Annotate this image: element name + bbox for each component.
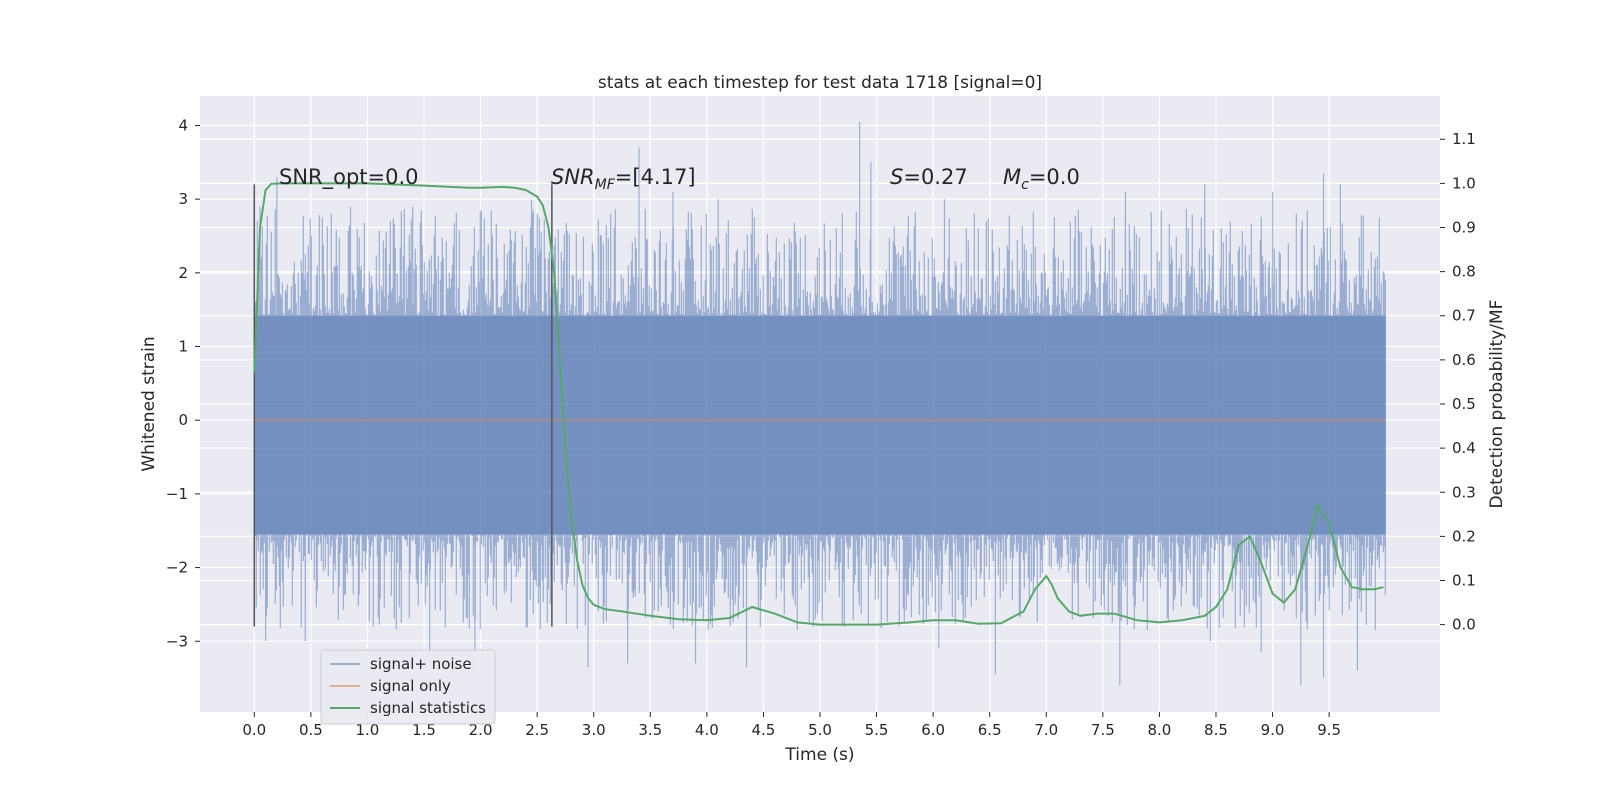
y2-tick-label: 0.1 (1452, 572, 1476, 590)
chart-title: stats at each timestep for test data 171… (598, 73, 1042, 93)
x-tick-label: 3.5 (638, 721, 662, 739)
x-tick-label: 1.5 (412, 721, 436, 739)
x-tick-label: 4.0 (695, 721, 719, 739)
y2-tick-label: 0.4 (1452, 439, 1476, 457)
x-tick-label: 4.5 (752, 721, 776, 739)
annotation-s-stat: S=0.27 (890, 165, 968, 189)
x-tick-label: 5.0 (808, 721, 832, 739)
x-tick-label: 3.0 (582, 721, 606, 739)
x-tick-label: 6.0 (921, 721, 945, 739)
tick-labels: 0.0 0.5 1.0 1.5 2.0 2.5 3.0 3.5 4.0 4.5 5.0 5.5 6.0 6… (166, 116, 1476, 739)
y-tick-label: −2 (166, 559, 188, 577)
x-tick-label: 8.5 (1204, 721, 1228, 739)
x-tick-label: 6.5 (978, 721, 1002, 739)
y-axis-label: Whitened strain (139, 336, 159, 471)
y-tick-label: 0 (178, 411, 188, 429)
y-tick-label: −1 (166, 485, 188, 503)
x-tick-label: 7.5 (1091, 721, 1115, 739)
legend: signal+ noise signal only signal statist… (320, 649, 496, 725)
annotation-mc: Mc=0.0 (1003, 165, 1080, 193)
y2-tick-label: 0.3 (1452, 483, 1476, 501)
y-tick-label: −3 (166, 632, 188, 650)
legend-box (320, 649, 496, 725)
annotation-snr-mf: SNRMF=[4.17] (551, 165, 696, 193)
y2-tick-label: 0.0 (1452, 616, 1476, 634)
signal-noise-series (253, 121, 1386, 686)
x-tick-label: 5.5 (865, 721, 889, 739)
x-tick-label: 1.0 (356, 721, 380, 739)
x-tick-label: 9.0 (1261, 721, 1285, 739)
legend-label-signal-statistics: signal statistics (370, 699, 486, 717)
y2-tick-label: 0.5 (1452, 395, 1476, 413)
annotation-snr-opt: SNR_opt=0.0 (279, 165, 419, 190)
y2-tick-label: 0.2 (1452, 527, 1476, 545)
x-tick-label: 0.5 (299, 721, 323, 739)
legend-label-signal-only: signal only (370, 677, 451, 695)
y-tick-label: 1 (178, 338, 188, 356)
x-tick-label: 8.0 (1147, 721, 1171, 739)
y2-tick-label: 0.9 (1452, 218, 1476, 236)
x-tick-label: 9.5 (1317, 721, 1341, 739)
y2-tick-label: 0.7 (1452, 307, 1476, 325)
signal-statistics-series (253, 182, 1384, 626)
y2-axis-label: Detection probability/MF (1487, 300, 1507, 509)
x-tick-label: 2.5 (525, 721, 549, 739)
y2-tick-label: 1.0 (1452, 174, 1476, 192)
x-tick-label: 0.0 (242, 721, 266, 739)
legend-label-signal-noise: signal+ noise (370, 655, 472, 673)
y2-tick-label: 1.1 (1452, 130, 1476, 148)
signal-statistics-line (253, 182, 1384, 626)
y2-tick-label: 0.8 (1452, 263, 1476, 281)
y2-tick-label: 0.6 (1452, 351, 1476, 369)
x-tick-label: 2.0 (469, 721, 493, 739)
y-tick-label: 4 (178, 116, 188, 134)
y-tick-label: 2 (178, 264, 188, 282)
y-tick-label: 3 (178, 190, 188, 208)
x-tick-label: 7.0 (1034, 721, 1058, 739)
x-axis-label: Time (s) (784, 745, 854, 765)
